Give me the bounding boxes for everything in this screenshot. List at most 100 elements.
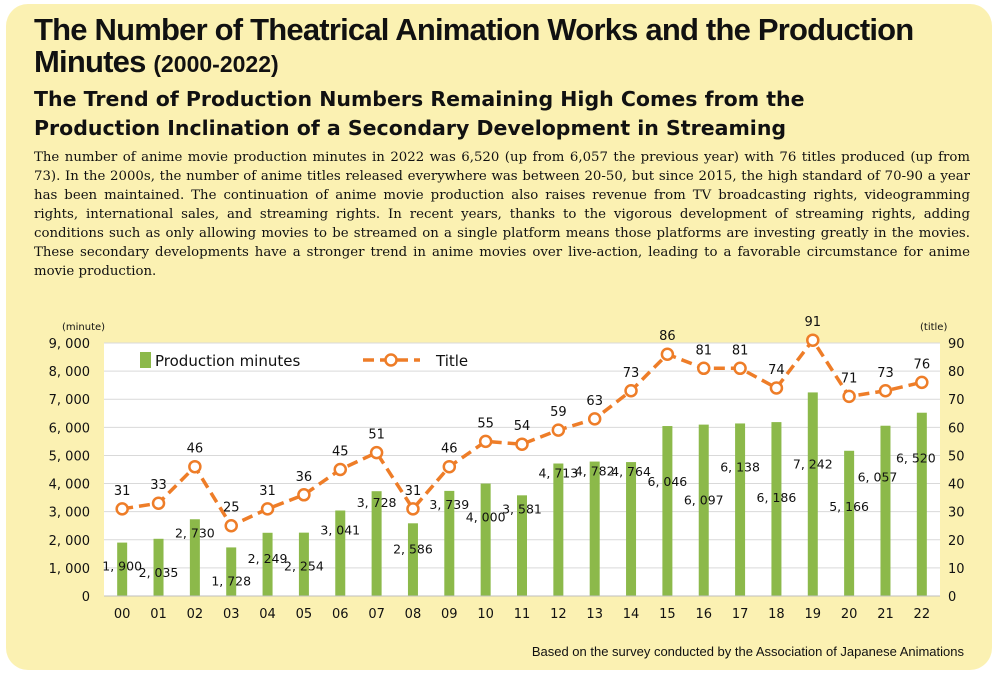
bar-production-minutes — [626, 462, 637, 596]
title-data-label: 31 — [259, 484, 276, 499]
bar-data-label: 4, 782 — [575, 464, 615, 479]
title-point — [406, 502, 420, 516]
bar-data-label: 2, 254 — [284, 559, 324, 574]
title-data-label: 51 — [368, 428, 385, 443]
bar-production-minutes — [335, 510, 346, 596]
y-left-tick-label: 0 — [82, 590, 90, 605]
bar-production-minutes — [553, 463, 564, 596]
bar-production-minutes — [517, 495, 527, 596]
bar-production-minutes — [444, 490, 455, 596]
y-left-tick-label: 7, 000 — [49, 393, 90, 408]
x-tick-label: 16 — [695, 607, 712, 622]
title-data-label: 25 — [223, 501, 240, 516]
title-series-line — [121, 337, 923, 528]
title-data-label: 73 — [877, 366, 894, 381]
bar-production-minutes — [662, 426, 673, 596]
title-point — [515, 437, 529, 451]
source-note: Based on the survey conducted by the Ass… — [531, 644, 964, 659]
bar-data-label: 5, 166 — [829, 499, 869, 514]
title-point — [878, 384, 893, 398]
x-tick-label: 03 — [223, 607, 240, 622]
x-tick-label: 19 — [805, 607, 822, 622]
title-point — [369, 445, 384, 460]
bar-data-label: 1, 728 — [211, 573, 251, 588]
title-data-label: 74 — [768, 363, 785, 378]
bar-data-label: 6, 138 — [720, 459, 760, 474]
x-tick-label: 09 — [441, 607, 458, 622]
title-data-label: 31 — [114, 484, 131, 499]
title-data-label: 86 — [659, 329, 676, 344]
bar-production-minutes — [226, 547, 237, 596]
x-tick-label: 04 — [259, 607, 276, 622]
y-right-tick-label: 40 — [948, 478, 965, 493]
title-line — [115, 333, 929, 533]
bar-data-label: 6, 520 — [896, 451, 936, 466]
title-data-label: 73 — [623, 366, 640, 381]
title-point — [188, 459, 202, 474]
y-left-tick-label: 5, 000 — [49, 449, 90, 464]
legend-line-label: Title — [435, 352, 468, 370]
bar-production-minutes — [880, 425, 891, 596]
title-point — [297, 488, 311, 502]
axes: 0 1, 000 2, 000 3, 000 4, 000 5, 000 6, 000 7, … — [49, 322, 965, 622]
title-data-label: 76 — [914, 357, 931, 372]
title-data-label: 46 — [441, 442, 458, 457]
bar-data-label: 6, 186 — [757, 490, 797, 505]
title-data-label: 63 — [586, 394, 603, 409]
bar-production-minutes — [371, 491, 382, 596]
subtitle-line-1: The Trend of Production Numbers Remainin… — [34, 87, 805, 111]
x-tick-label: 08 — [405, 607, 422, 622]
y-right-tick-label: 80 — [948, 365, 965, 380]
y-left-tick-label: 4, 000 — [49, 478, 90, 493]
bar-production-minutes — [407, 523, 418, 596]
bar-data-label: 4, 000 — [466, 510, 506, 525]
title-data-label: 33 — [150, 478, 167, 493]
bar-production-minutes — [262, 532, 273, 596]
title-point — [551, 423, 566, 437]
bar-data-label: 3, 581 — [502, 501, 542, 516]
y-right-tick-label: 10 — [948, 562, 965, 577]
title-point — [478, 434, 493, 449]
x-tick-label: 11 — [514, 607, 531, 622]
bar-production-minutes — [589, 461, 600, 596]
x-tick-label: 17 — [732, 607, 749, 622]
legend: Production minutes Title — [140, 352, 468, 370]
subtitle: The Trend of Production Numbers Remainin… — [34, 85, 984, 143]
body-paragraph: The number of anime movie production min… — [34, 150, 970, 279]
title-point — [587, 412, 602, 426]
bar-production-minutes — [189, 519, 200, 596]
title-point — [624, 384, 638, 398]
x-tick-label: 12 — [550, 607, 567, 622]
title-point — [333, 462, 348, 477]
title-point — [151, 496, 166, 510]
bar-data-label: 4, 764 — [611, 464, 651, 479]
x-tick-label: 22 — [914, 607, 931, 622]
bar-production-minutes — [771, 422, 782, 596]
title-point — [224, 518, 238, 533]
y-left-unit: (minute) — [62, 322, 105, 333]
x-tick-label: 06 — [332, 607, 349, 622]
title-point — [442, 459, 457, 474]
bar-production-minutes — [153, 538, 164, 596]
bar-data-label: 3, 041 — [320, 523, 360, 538]
title-data-label: 31 — [405, 484, 422, 499]
title-point — [769, 381, 784, 395]
bars — [117, 392, 927, 596]
y-right-tick-label: 70 — [948, 393, 965, 408]
title-point — [806, 333, 820, 347]
title-point — [696, 361, 711, 376]
x-tick-label: 13 — [586, 607, 603, 622]
x-tick-label: 20 — [841, 607, 858, 622]
y-left-tick-label: 1, 000 — [49, 562, 90, 577]
title-data-label: 36 — [296, 470, 313, 485]
y-left-tick-label: 8, 000 — [49, 365, 90, 380]
y-right-tick-label: 20 — [948, 534, 965, 549]
x-tick-label: 01 — [150, 607, 167, 622]
bar-production-minutes — [844, 450, 855, 596]
bar-data-label: 4, 713 — [538, 466, 578, 481]
bar-data-label: 2, 730 — [175, 525, 215, 540]
x-tick-label: 21 — [877, 607, 894, 622]
y-left-tick-label: 2, 000 — [49, 534, 90, 549]
title-point — [260, 502, 275, 516]
title-data-label: 91 — [805, 315, 822, 330]
